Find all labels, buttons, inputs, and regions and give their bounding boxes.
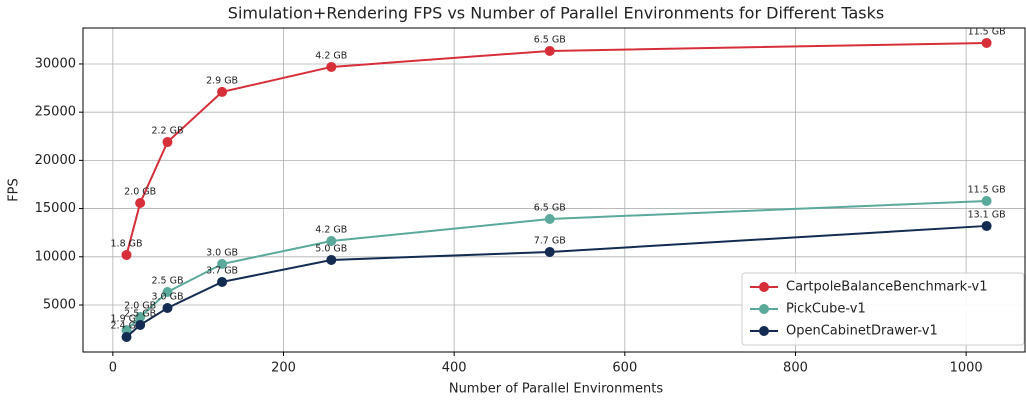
y-tick-label: 30000 bbox=[35, 56, 76, 71]
data-point bbox=[981, 195, 992, 206]
data-point bbox=[135, 197, 146, 208]
data-label: 1.9 GB bbox=[111, 314, 143, 325]
data-point bbox=[162, 302, 173, 313]
x-tick-label: 600 bbox=[612, 361, 637, 376]
data-point bbox=[121, 249, 132, 260]
data-point bbox=[135, 319, 146, 330]
data-label: 1.8 GB bbox=[111, 238, 143, 249]
y-tick-label: 10000 bbox=[35, 249, 76, 264]
y-tick-label: 5000 bbox=[43, 297, 76, 312]
y-axis-label: FPS bbox=[7, 178, 22, 202]
data-label: 4.2 GB bbox=[315, 50, 347, 61]
x-axis-label: Number of Parallel Environments bbox=[449, 382, 664, 397]
data-label: 3.0 GB bbox=[151, 291, 183, 302]
data-point bbox=[544, 213, 555, 224]
x-tick-label: 400 bbox=[442, 361, 467, 376]
data-label: 2.9 GB bbox=[206, 75, 238, 86]
data-label: 5.0 GB bbox=[315, 243, 347, 254]
data-point bbox=[326, 61, 337, 72]
data-point bbox=[544, 45, 555, 56]
data-point bbox=[162, 137, 173, 148]
data-label: 2.5 GB bbox=[151, 275, 183, 286]
data-label: 11.5 GB bbox=[968, 184, 1006, 195]
data-label: 13.1 GB bbox=[968, 209, 1006, 220]
data-label: 6.5 GB bbox=[534, 202, 566, 213]
data-label: 3.7 GB bbox=[206, 265, 238, 276]
series-line bbox=[125, 41, 987, 256]
legend-label: CartpoleBalanceBenchmark-v1 bbox=[786, 280, 988, 295]
legend-box bbox=[741, 272, 1025, 346]
chart-title: Simulation+Rendering FPS vs Number of Pa… bbox=[228, 4, 884, 23]
x-tick-label: 200 bbox=[271, 361, 296, 376]
data-point bbox=[217, 86, 228, 97]
y-tick-label: 25000 bbox=[35, 105, 76, 120]
data-point bbox=[162, 286, 173, 297]
data-point bbox=[326, 254, 337, 265]
data-label: 2.4 GB bbox=[111, 321, 143, 332]
legend-label: PickCube-v1 bbox=[786, 302, 866, 317]
data-label: 7.7 GB bbox=[534, 235, 566, 246]
x-tick-label: 800 bbox=[783, 361, 808, 376]
legend-marker bbox=[759, 326, 769, 336]
data-label: 2.2 GB bbox=[151, 126, 183, 137]
data-point bbox=[121, 325, 132, 336]
x-tick-label: 1000 bbox=[950, 361, 983, 376]
data-label: 4.2 GB bbox=[315, 224, 347, 235]
data-label: 2.5 GB bbox=[124, 308, 156, 319]
data-point bbox=[981, 220, 992, 231]
data-label: 11.5 GB bbox=[968, 26, 1006, 37]
data-point bbox=[217, 259, 228, 270]
data-label: 6.5 GB bbox=[534, 34, 566, 45]
data-point bbox=[544, 246, 555, 257]
y-tick-label: 20000 bbox=[35, 153, 76, 168]
legend-marker bbox=[759, 304, 769, 314]
data-point bbox=[981, 37, 992, 48]
y-tick-label: 15000 bbox=[35, 201, 76, 216]
data-point bbox=[326, 235, 337, 246]
data-label: 2.0 GB bbox=[124, 301, 156, 312]
data-point bbox=[121, 332, 132, 343]
plot-frame bbox=[82, 27, 1026, 353]
data-label: 2.0 GB bbox=[124, 186, 156, 197]
x-tick-label: 0 bbox=[109, 361, 117, 376]
data-label: 3.0 GB bbox=[206, 248, 238, 259]
data-point bbox=[135, 312, 146, 323]
legend-label: OpenCabinetDrawer-v1 bbox=[786, 324, 938, 339]
legend-marker bbox=[759, 282, 769, 292]
data-point bbox=[217, 276, 228, 287]
